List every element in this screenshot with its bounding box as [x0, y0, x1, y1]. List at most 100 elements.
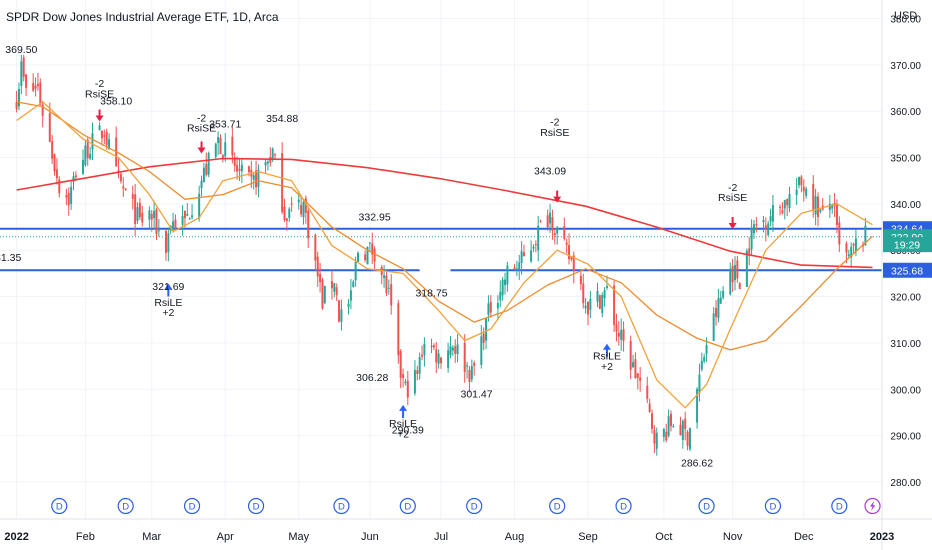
candle-body — [153, 210, 156, 219]
candle-body — [105, 131, 108, 146]
candle — [285, 218, 288, 231]
dividend-marker-circle[interactable] — [117, 497, 134, 515]
candle-body — [636, 373, 639, 378]
candle — [496, 295, 499, 320]
dividend-marker[interactable]: D — [117, 497, 134, 515]
candle-body — [598, 295, 601, 309]
candle-body — [835, 203, 838, 226]
candle-body — [819, 209, 822, 212]
dividend-marker[interactable]: D — [247, 497, 265, 515]
dividend-marker-circle[interactable] — [764, 497, 782, 515]
candle — [748, 236, 751, 266]
dividend-marker[interactable]: D — [549, 497, 566, 515]
time-tick-label: 2023 — [870, 531, 894, 543]
candle — [122, 177, 125, 197]
candle — [338, 299, 341, 323]
candle — [323, 285, 326, 305]
candle-body — [103, 135, 106, 137]
candle — [32, 73, 35, 93]
candle-body — [314, 234, 317, 261]
dividend-marker-circle[interactable] — [549, 497, 566, 515]
candle — [91, 122, 94, 161]
candle-body — [551, 217, 554, 231]
candle — [402, 368, 405, 388]
ma-line — [16, 101, 873, 351]
candle — [89, 146, 92, 161]
chart-annotation: RsiSE — [85, 88, 114, 100]
candle-body — [188, 218, 191, 220]
long-signal-arrow-head — [399, 404, 408, 411]
candle-body — [501, 279, 504, 296]
short-signal-arrow-head — [95, 115, 104, 122]
candle-body — [734, 265, 736, 281]
price-tick-label: 370.00 — [890, 61, 921, 72]
dividend-marker[interactable]: D — [183, 497, 201, 515]
candle — [108, 133, 111, 150]
chart-annotation: 353.71 — [209, 118, 241, 130]
dividend-marker-circle[interactable] — [698, 497, 715, 515]
price-tick-label: 360.00 — [890, 107, 921, 118]
candle-body — [383, 275, 386, 278]
candle — [100, 130, 103, 146]
candle-body — [781, 209, 784, 214]
dividend-marker-circle[interactable] — [183, 497, 201, 515]
candle — [601, 292, 604, 318]
dividend-marker-circle[interactable] — [333, 497, 350, 515]
candle-body — [423, 343, 426, 356]
candle — [314, 233, 317, 272]
candle-body — [141, 212, 144, 223]
candle-body — [387, 287, 390, 289]
candle — [563, 217, 566, 241]
dividend-marker[interactable]: D — [333, 497, 350, 515]
dividend-marker-circle[interactable] — [831, 497, 848, 515]
candle — [629, 335, 632, 380]
candle — [67, 187, 70, 216]
dividend-marker-circle[interactable] — [51, 497, 68, 515]
candle — [416, 365, 419, 381]
candle-body — [845, 243, 848, 253]
dividend-marker-circle[interactable] — [247, 497, 265, 515]
time-axis[interactable]: 2022 Feb Mar Apr May Jun Jul Aug Sep Oct Nov Dec 202… — [4, 531, 894, 543]
lightning-icon[interactable] — [864, 497, 881, 515]
candle-body — [34, 85, 37, 89]
chart-annotation: 321.69 — [152, 281, 184, 293]
candle — [489, 295, 492, 318]
dividend-marker[interactable]: D — [764, 497, 782, 515]
candle-body — [537, 225, 540, 251]
dividend-marker[interactable]: D — [51, 497, 68, 515]
candle-body — [198, 193, 201, 219]
candle — [200, 175, 203, 197]
lightning-icon-glyph — [870, 501, 876, 511]
candle-body — [340, 309, 343, 322]
candle — [53, 153, 56, 176]
candle-body — [397, 303, 400, 356]
dividend-marker-circle[interactable] — [615, 497, 632, 515]
dividend-marker[interactable]: D — [399, 497, 416, 515]
dividend-marker[interactable]: D — [615, 497, 632, 515]
candle-body — [338, 300, 341, 322]
candle — [499, 280, 502, 308]
chart-annotation: +2 — [397, 428, 409, 440]
horizontal-levels — [0, 227, 882, 272]
candle — [224, 133, 227, 162]
candle — [565, 238, 568, 254]
price-label-text: 325.68 — [891, 265, 923, 277]
candle — [622, 321, 625, 352]
candle-body — [653, 430, 656, 444]
dividend-marker-circle[interactable] — [399, 497, 416, 515]
candle-body — [615, 324, 618, 332]
dividend-marker[interactable]: D — [831, 497, 848, 515]
candle-body — [413, 369, 416, 394]
dividend-marker[interactable]: D — [466, 497, 483, 515]
chart-annotation: 369.50 — [5, 44, 37, 56]
short-signal-arrow — [553, 190, 562, 203]
dividend-marker-circle[interactable] — [466, 497, 483, 515]
candle-body — [174, 219, 177, 229]
dividend-marker[interactable]: D — [698, 497, 715, 515]
candle-body — [546, 215, 549, 228]
candle-body — [421, 354, 424, 357]
candle — [399, 349, 402, 389]
